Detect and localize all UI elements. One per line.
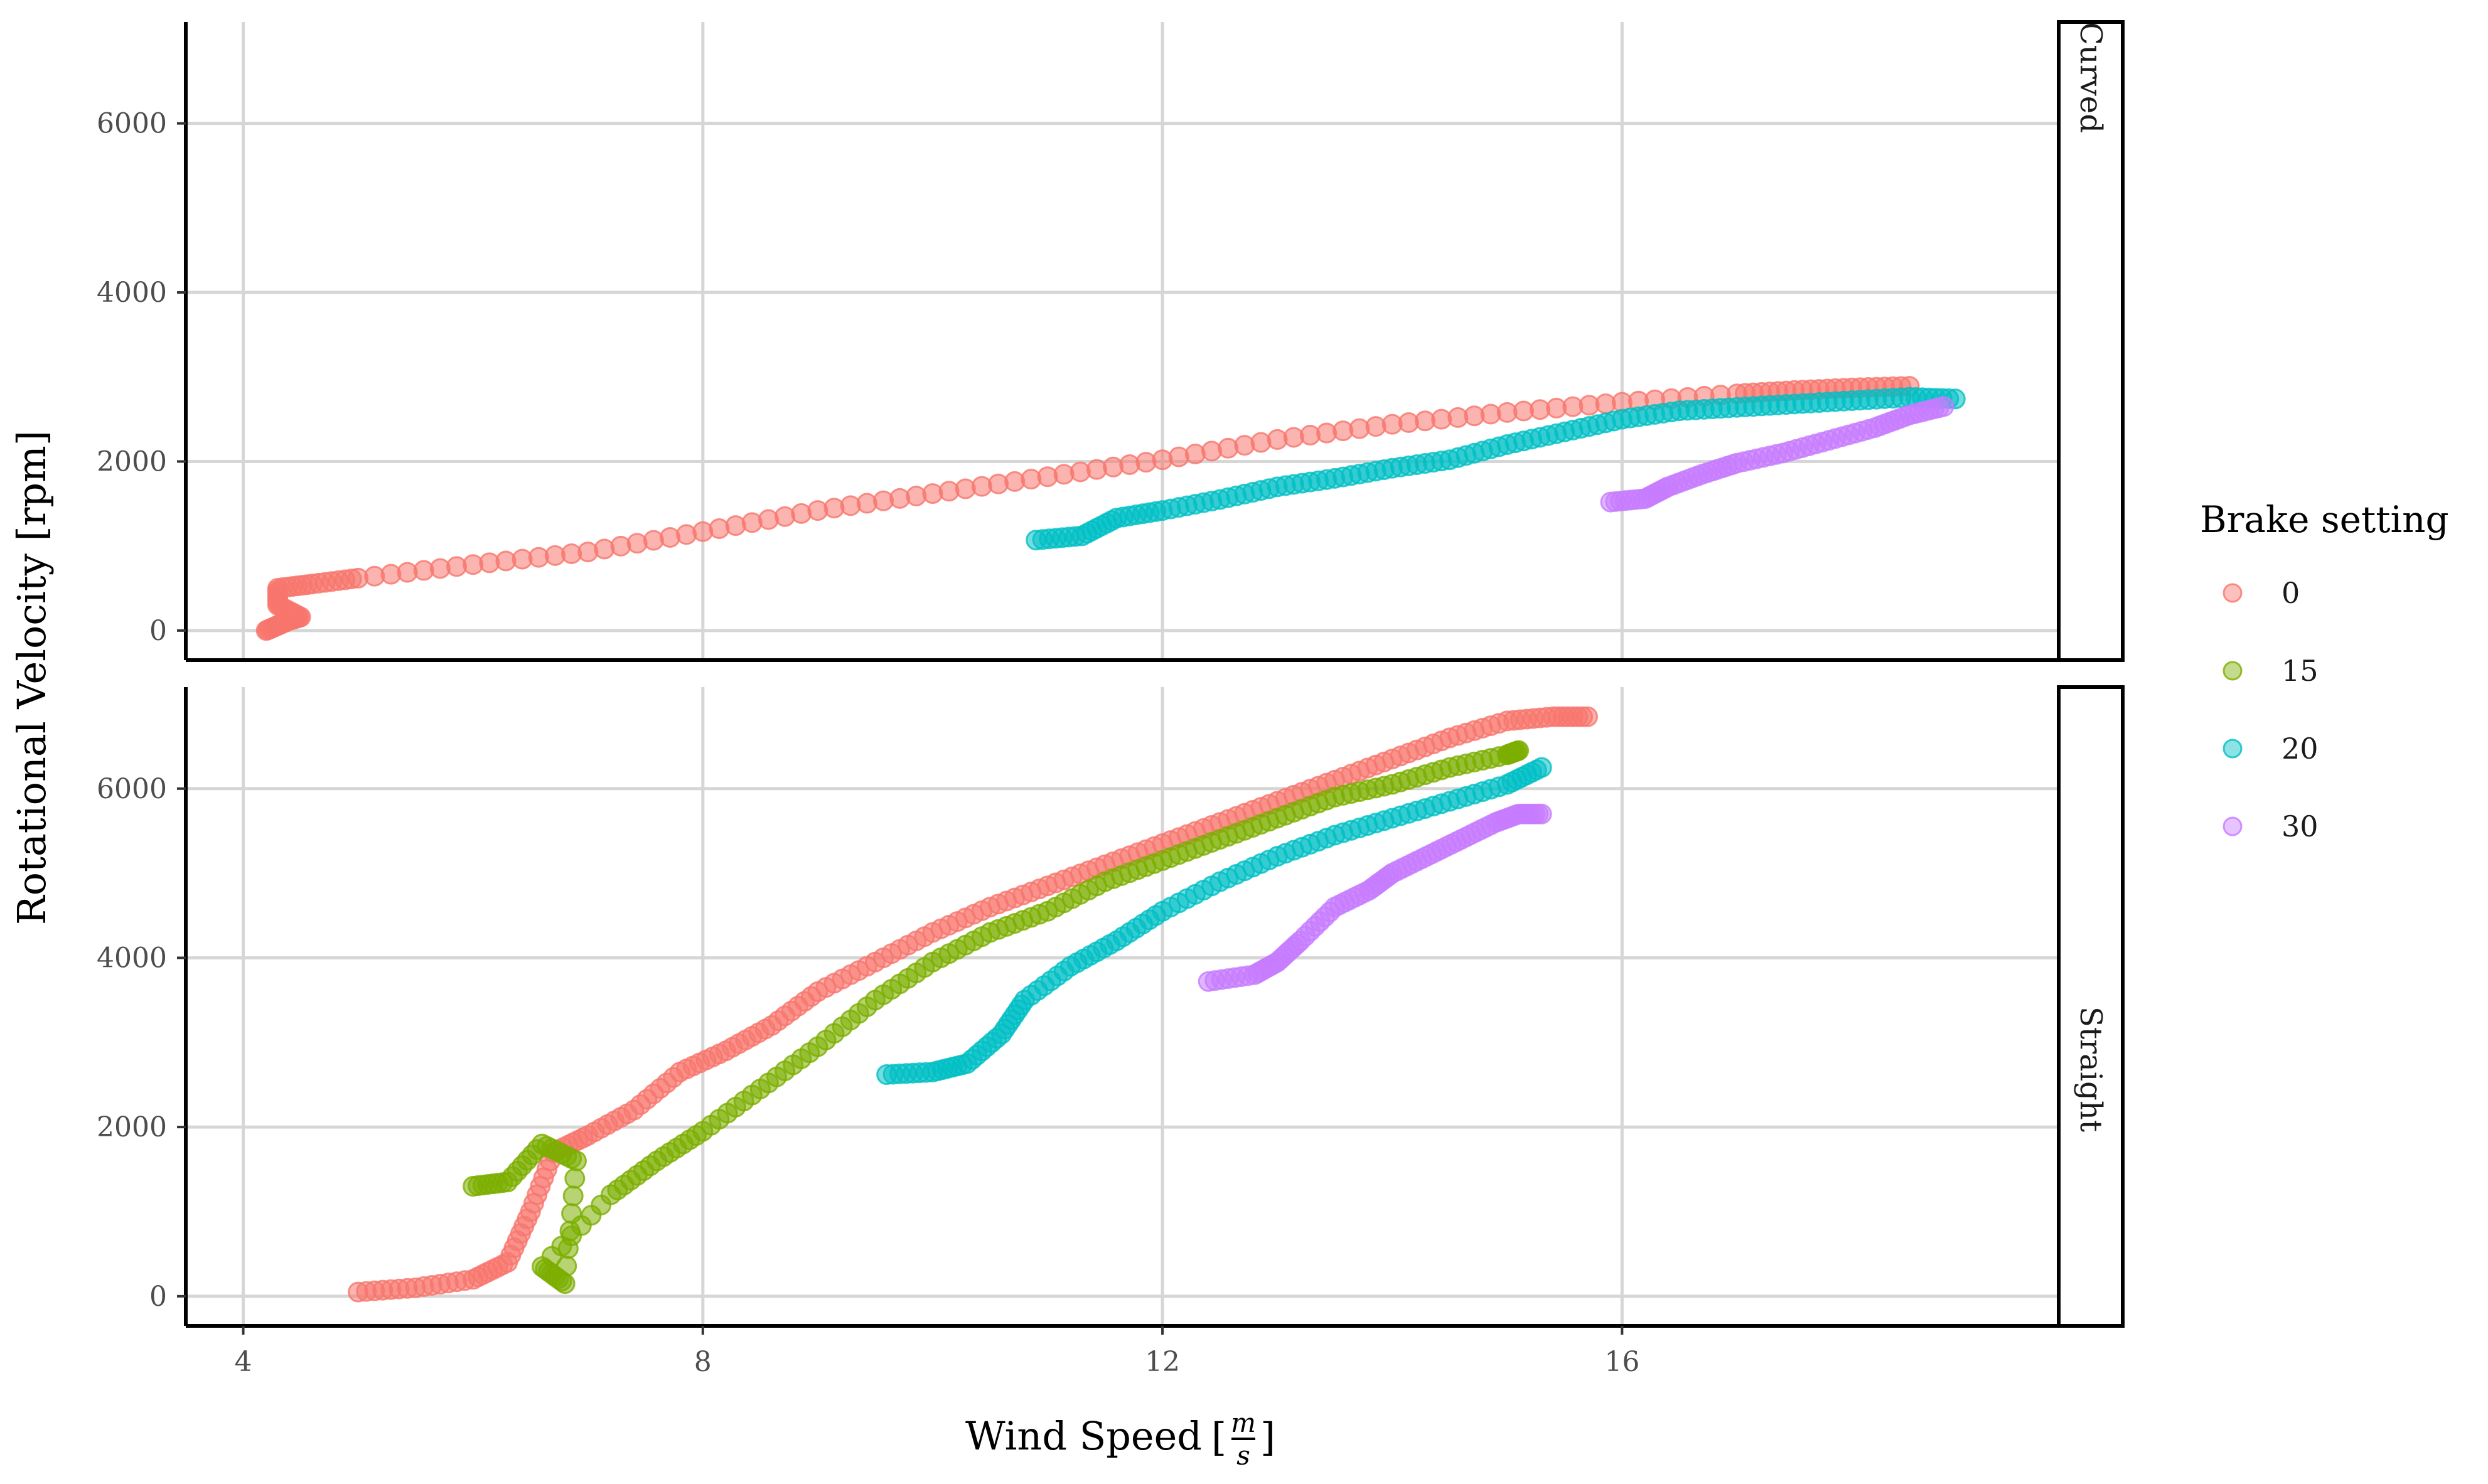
y-tick-label: 0 — [149, 615, 167, 647]
legend-label-0: 0 — [2282, 576, 2300, 610]
x-axis-unit-bracket-right: ] — [1260, 1414, 1275, 1460]
facet-strip-label: Straight — [2073, 1006, 2108, 1132]
y-tick-label: 4000 — [97, 942, 167, 974]
legend-title: Brake setting — [2200, 498, 2449, 541]
data-point — [1531, 803, 1552, 825]
series-30 — [1600, 396, 1954, 513]
x-axis-title-text: Wind Speed — [965, 1413, 1202, 1459]
y-tick-label: 0 — [149, 1281, 167, 1313]
facet-strip-label: Curved — [2073, 22, 2108, 133]
panel-curved: 0 2000 4000 6000 Curved — [97, 20, 2125, 662]
x-tick-label: 16 — [1604, 1346, 1639, 1378]
data-point — [1577, 706, 1598, 727]
x-axis-unit-bracket-left: [ — [1211, 1414, 1226, 1460]
legend: Brake setting 0 15 20 30 — [2200, 498, 2449, 843]
x-tick-label: 12 — [1145, 1346, 1180, 1378]
x-tick-label: 4 — [235, 1346, 252, 1378]
series-30 — [1198, 803, 1552, 992]
x-axis-title: Wind Speed [ m s ] — [965, 1407, 1275, 1471]
data-point — [1508, 740, 1530, 761]
y-tick-label: 6000 — [97, 773, 167, 805]
legend-label-30: 30 — [2282, 809, 2319, 843]
x-axis-unit-numerator: m — [1231, 1407, 1256, 1438]
y-axis-title: Rotational Velocity [rpm] — [9, 430, 55, 925]
data-point — [1531, 757, 1552, 778]
facet-strip — [2057, 685, 2125, 1328]
legend-key-0 — [2223, 583, 2243, 603]
x-axis-unit-denominator: s — [1236, 1440, 1250, 1471]
legend-key-15 — [2223, 661, 2243, 681]
y-tick-label: 2000 — [97, 446, 167, 478]
series-20 — [876, 757, 1552, 1086]
series-20 — [1026, 387, 1966, 551]
facet-strip — [2057, 20, 2125, 662]
series-0 — [348, 706, 1598, 1303]
y-tick-label: 4000 — [97, 277, 167, 309]
legend-key-20 — [2223, 739, 2243, 759]
x-tick-label: 8 — [694, 1346, 712, 1378]
y-tick-label: 6000 — [97, 108, 167, 140]
series-15 — [463, 740, 1530, 1294]
legend-label-20: 20 — [2282, 732, 2319, 766]
data-point — [564, 1168, 586, 1189]
legend-key-30 — [2223, 816, 2243, 836]
data-point — [1933, 396, 1954, 417]
legend-label-15: 15 — [2282, 654, 2319, 688]
y-tick-label: 2000 — [97, 1111, 167, 1143]
panel-straight: 0 2000 4000 6000 4 8 12 16 Straight — [97, 685, 2125, 1378]
data-point — [566, 1150, 587, 1172]
data-point — [562, 1185, 584, 1207]
